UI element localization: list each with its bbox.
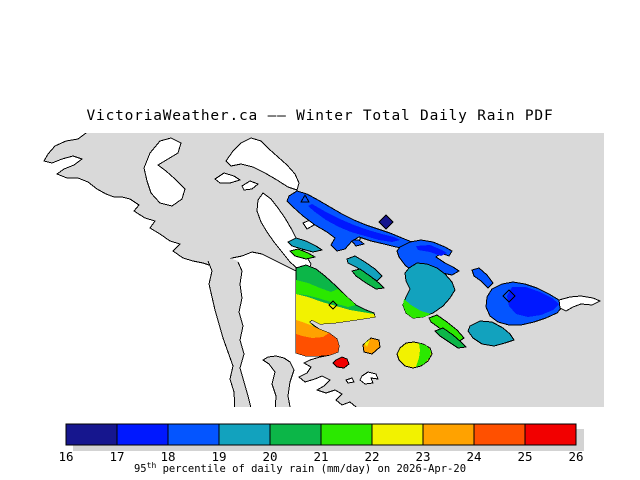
small-orange-island-yellow-corner: [364, 339, 370, 347]
south-channel-water: [262, 355, 295, 407]
caption-suffix: percentile of daily rain (mm/day) on 202…: [156, 463, 466, 475]
colorbar-tick-25: 25: [517, 449, 532, 464]
sliver-teal-mid: [346, 255, 383, 282]
colorbar-tick-17: 17: [109, 449, 124, 464]
sliver-green-mid: [351, 268, 385, 290]
northeast-chain-core-17: [308, 204, 400, 242]
sliver-green-west: [289, 248, 316, 260]
far-east-island-white-tip: [558, 295, 601, 312]
far-east-island-core-17: [507, 287, 559, 317]
colorbar-caption: 95th percentile of daily rain (mm/day) o…: [134, 461, 466, 475]
central-east-island-core: [416, 245, 447, 256]
peninsula-band-23-24: [296, 320, 329, 338]
mid-teal-island-green-part: [403, 299, 431, 318]
colorbar-cell-25-26: [524, 423, 577, 446]
map-area: [38, 133, 604, 407]
southeast-island-green-part: [416, 343, 431, 367]
colorbar-tick-24: 24: [466, 449, 481, 464]
page-title: VictoriaWeather.ca —— Winter Total Daily…: [87, 108, 554, 124]
inlet-east-shoreline: [237, 261, 252, 407]
islet-tiny-south: [345, 377, 355, 384]
colorbar-cell-19-20: [218, 423, 271, 446]
peninsula-band-22-23: [296, 294, 375, 326]
colorbar-cell-22-23: [371, 423, 424, 446]
caption-superscript: th: [147, 461, 157, 470]
islet-sliver-a: [214, 172, 241, 184]
sliver-teal-west: [287, 237, 323, 253]
colorbar-cell-20-21: [269, 423, 322, 446]
station-diamond-open-saanich: [328, 300, 338, 310]
island-long-banana-north: [225, 137, 300, 191]
colorbar-tick-20: 20: [262, 449, 277, 464]
colorbar-tick-16: 16: [58, 449, 73, 464]
mid-teal-island-19-20: [402, 262, 456, 319]
green-sliver-b: [434, 327, 467, 349]
colorbar-cell-18-19: [167, 423, 220, 446]
peninsula-band-21-22: [296, 280, 356, 307]
colorbar-cell-17-18: [116, 423, 169, 446]
colorbar-cell-21-22: [320, 423, 373, 446]
colorbar-tick-26: 26: [568, 449, 583, 464]
islet-blue-mid: [350, 239, 365, 247]
islet-sliver-b: [241, 180, 259, 191]
green-sliver-a: [428, 314, 465, 343]
blue-sliver-east: [471, 267, 494, 289]
station-triangle-open-north-island: [300, 193, 310, 203]
station-diamond-filled-north-island: [378, 214, 394, 230]
caption-prefix: 95: [134, 463, 147, 475]
colorbar: 16 17 18 19 20 21 22 23 24 25 26 95th pe…: [58, 423, 584, 475]
colorbar-cell-24-25: [473, 423, 526, 446]
colorbar-tick-19: 19: [211, 449, 226, 464]
teal-island-southeast: [467, 320, 515, 347]
islet-arrow-south: [359, 371, 379, 385]
colorbar-cell-23-24: [422, 423, 475, 446]
colorbar-tick-18: 18: [160, 449, 175, 464]
colorbar-tick-21: 21: [313, 449, 328, 464]
island-two-lobe-northwest: [143, 137, 186, 207]
inlet-west-shoreline: [207, 260, 236, 407]
colorbar-tick-23: 23: [415, 449, 430, 464]
peninsula-band-24-25: [296, 333, 339, 356]
mainland-land: [38, 133, 376, 407]
inlet-water: [207, 258, 251, 407]
colorbar-cell-16-17: [65, 423, 118, 446]
red-islet-25-26: [332, 356, 350, 369]
colorbar-tick-22: 22: [364, 449, 379, 464]
station-diamond-open-east-island: [502, 289, 516, 303]
